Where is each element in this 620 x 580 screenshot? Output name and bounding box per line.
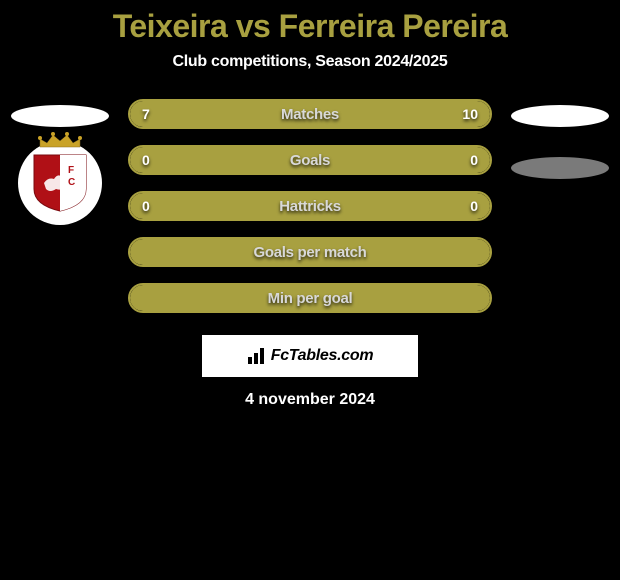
player-left-pill xyxy=(11,105,109,127)
stat-fill-left xyxy=(130,101,278,127)
brand-text: FcTables.com xyxy=(247,347,374,365)
stat-row-mpg: Min per goal xyxy=(128,283,492,313)
player-right-pill xyxy=(511,105,609,127)
stat-value-right: 10 xyxy=(462,106,478,122)
stat-value-right: 0 xyxy=(470,198,478,214)
stat-row-goals: 0 Goals 0 xyxy=(128,145,492,175)
player-left-col: F C xyxy=(0,99,120,225)
stat-value-left: 0 xyxy=(142,152,150,168)
stat-label: Matches xyxy=(281,106,339,123)
stat-row-matches: 7 Matches 10 xyxy=(128,99,492,129)
stat-value-left: 7 xyxy=(142,106,150,122)
stat-row-hattricks: 0 Hattricks 0 xyxy=(128,191,492,221)
svg-text:F: F xyxy=(68,165,74,176)
stat-label: Goals xyxy=(290,152,330,169)
stat-value-right: 0 xyxy=(470,152,478,168)
crown-icon xyxy=(35,131,85,149)
branding-box: FcTables.com xyxy=(202,335,418,377)
stat-label: Min per goal xyxy=(268,290,353,307)
page-title: Teixeira vs Ferreira Pereira xyxy=(0,8,620,45)
brand-label: FcTables.com xyxy=(271,347,374,365)
shield-icon: F C xyxy=(32,153,88,213)
stat-label: Goals per match xyxy=(253,244,366,261)
stat-value-left: 0 xyxy=(142,198,150,214)
comparison-widget: Teixeira vs Ferreira Pereira Club compet… xyxy=(0,0,620,409)
stat-row-gpm: Goals per match xyxy=(128,237,492,267)
player-right-col xyxy=(500,99,620,179)
comparison-area: F C 7 Matches 10 0 Goals 0 0 xyxy=(0,99,620,329)
stats-col: 7 Matches 10 0 Goals 0 0 Hattricks 0 Goa… xyxy=(120,99,500,329)
subtitle: Club competitions, Season 2024/2025 xyxy=(0,53,620,71)
bars-icon xyxy=(247,347,267,365)
stat-label: Hattricks xyxy=(279,198,341,215)
club-right-pill xyxy=(511,157,609,179)
club-logo-left: F C xyxy=(18,141,102,225)
svg-text:C: C xyxy=(68,177,75,188)
date-label: 4 november 2024 xyxy=(0,391,620,409)
